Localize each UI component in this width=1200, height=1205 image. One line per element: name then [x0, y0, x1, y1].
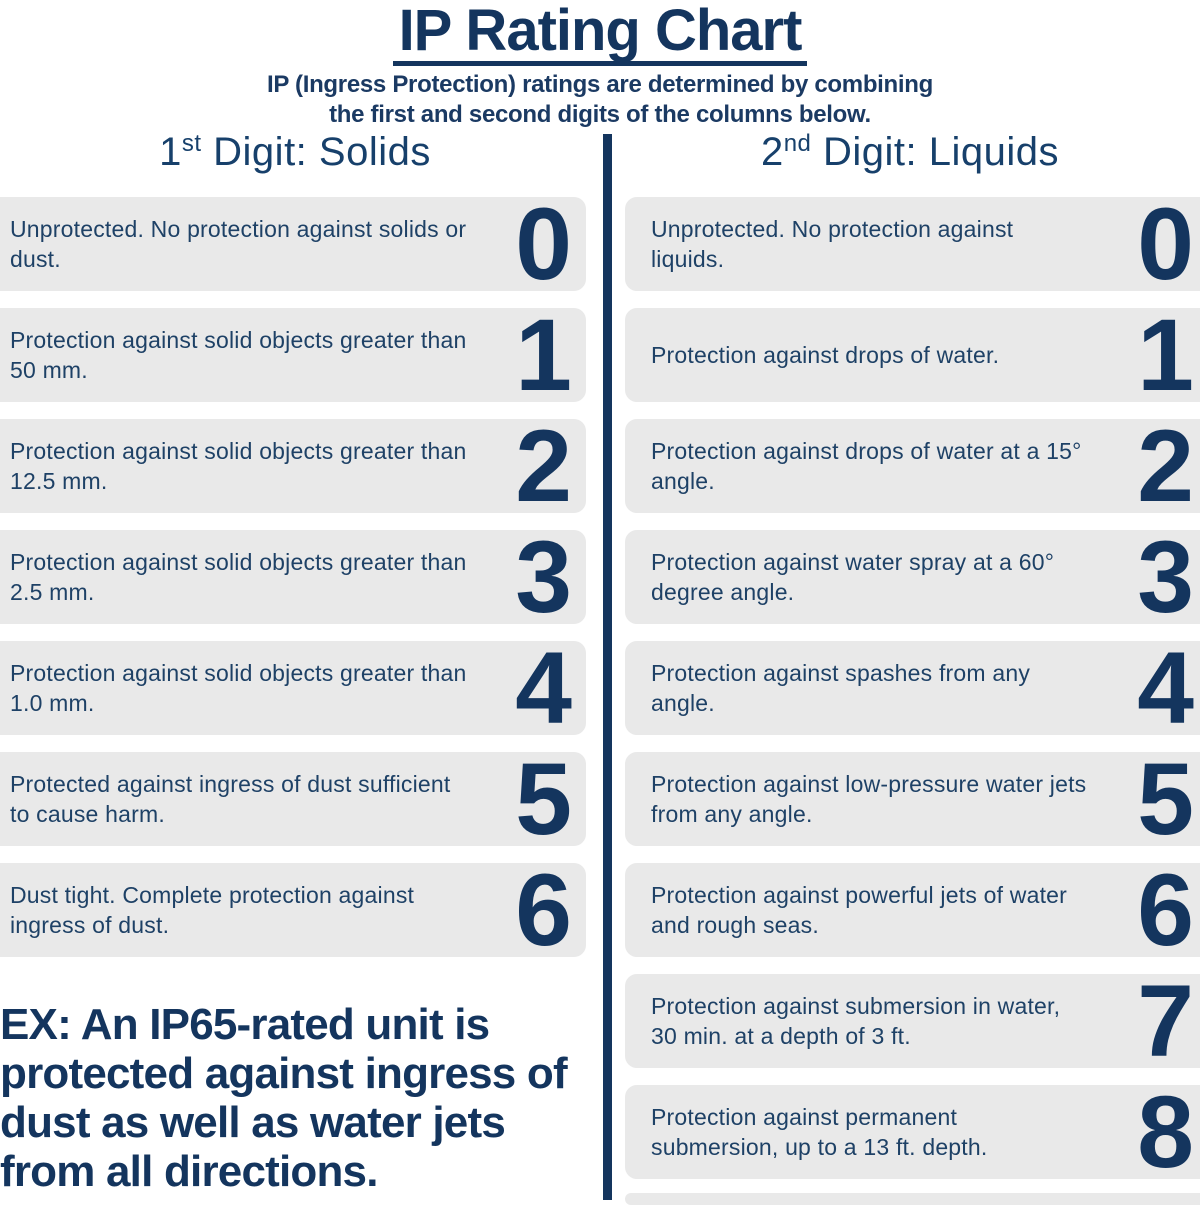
rating-description: Unprotected. No protection against solid…	[10, 216, 467, 272]
rating-row: Protection against submersion in water, …	[625, 964, 1200, 1078]
rating-row: Protection against solid objects greater…	[0, 520, 586, 634]
solids-heading-ordinal: st	[181, 130, 202, 157]
rating-row: Protection against water spray at a 60° …	[625, 520, 1200, 634]
rating-description: Protection against solid objects greater…	[10, 549, 467, 605]
rating-row: Unprotected. No protection against solid…	[0, 187, 586, 301]
rating-description: Protection against permanent submersion,…	[651, 1104, 988, 1160]
rating-row: Protection against low-pressure water je…	[625, 742, 1200, 856]
rating-row: Protection against spashes from any angl…	[625, 631, 1200, 745]
rating-digit: 0	[515, 187, 572, 301]
rating-digit: 4	[1137, 631, 1194, 745]
rating-description: Protection against drops of water at a 1…	[651, 438, 1082, 494]
rating-digit: 1	[515, 298, 572, 412]
rating-row: Protected against ingress of dust suffic…	[0, 742, 586, 856]
subtitle-line-2: the first and second digits of the colum…	[329, 101, 871, 128]
rating-description: Protected against ingress of dust suffic…	[10, 771, 451, 827]
rating-digit: 2	[515, 409, 572, 523]
liquids-heading-number: 2	[760, 130, 784, 174]
rating-description: Dust tight. Complete protection against …	[10, 882, 415, 938]
solids-column: Unprotected. No protection against solid…	[0, 187, 586, 974]
solids-heading-number: 1	[159, 130, 182, 174]
rating-row: Protection against solid objects greater…	[0, 298, 586, 412]
rating-description: Protection against solid objects greater…	[10, 438, 467, 494]
rating-description: Protection against powerful jets of wate…	[651, 882, 1068, 938]
rating-description: Protection against solid objects greater…	[10, 327, 467, 383]
rating-row: Unprotected. No protection against liqui…	[625, 187, 1200, 301]
rating-row: Protection against solid objects greater…	[0, 631, 586, 745]
rating-description: Protection against low-pressure water je…	[651, 771, 1087, 827]
solids-heading-text: Digit: Solids	[201, 130, 431, 174]
rating-digit: 0	[1137, 187, 1194, 301]
page-title: IP Rating Chart	[392, 2, 808, 66]
rating-row: Protection against drops of water at a 1…	[625, 409, 1200, 523]
rating-row: Protection against powerful jets of wate…	[625, 853, 1200, 967]
liquids-column-heading: 2nd Digit: Liquids	[620, 130, 1200, 175]
rating-row: Protection against permanent submersion,…	[625, 1075, 1200, 1189]
rating-description: Protection against spashes from any angl…	[651, 660, 1031, 716]
rating-description: Protection against water spray at a 60° …	[651, 549, 1055, 605]
column-divider	[603, 134, 612, 1200]
rating-description: Unprotected. No protection against liqui…	[651, 216, 1014, 272]
rating-digit: 2	[1137, 409, 1194, 523]
rating-description: Protection against drops of water.	[651, 342, 1000, 368]
rating-description: Protection against solid objects greater…	[10, 660, 467, 716]
rating-digit: 6	[515, 853, 572, 967]
rating-row: Protection against drops of water. 1	[625, 298, 1200, 412]
rating-digit: 7	[1137, 964, 1194, 1078]
example-text: EX: An IP65-rated unit is protected agai…	[0, 1000, 568, 1196]
rating-digit: 8	[1137, 1075, 1194, 1189]
rating-digit: 5	[1137, 742, 1194, 856]
rating-digit: 3	[1137, 520, 1194, 634]
rating-description: Protection against submersion in water, …	[651, 993, 1061, 1049]
liquids-column: Unprotected. No protection against liqui…	[625, 187, 1200, 1196]
rating-digit: 6	[1137, 853, 1194, 967]
rating-digit: 3	[515, 520, 572, 634]
page-header: IP Rating Chart IP (Ingress Protection) …	[0, 0, 1200, 130]
subtitle-line-1: IP (Ingress Protection) ratings are dete…	[267, 71, 933, 98]
rating-row: Dust tight. Complete protection against …	[0, 853, 586, 967]
liquids-heading-text: Digit: Liquids	[811, 130, 1060, 174]
cutoff-row-sliver	[625, 1193, 1200, 1205]
rating-digit: 4	[515, 631, 572, 745]
page-subtitle: IP (Ingress Protection) ratings are dete…	[0, 70, 1200, 130]
liquids-heading-ordinal: nd	[783, 130, 812, 157]
rating-digit: 1	[1137, 298, 1194, 412]
rating-digit: 5	[515, 742, 572, 856]
rating-row: Protection against solid objects greater…	[0, 409, 586, 523]
solids-column-heading: 1st Digit: Solids	[0, 130, 590, 175]
